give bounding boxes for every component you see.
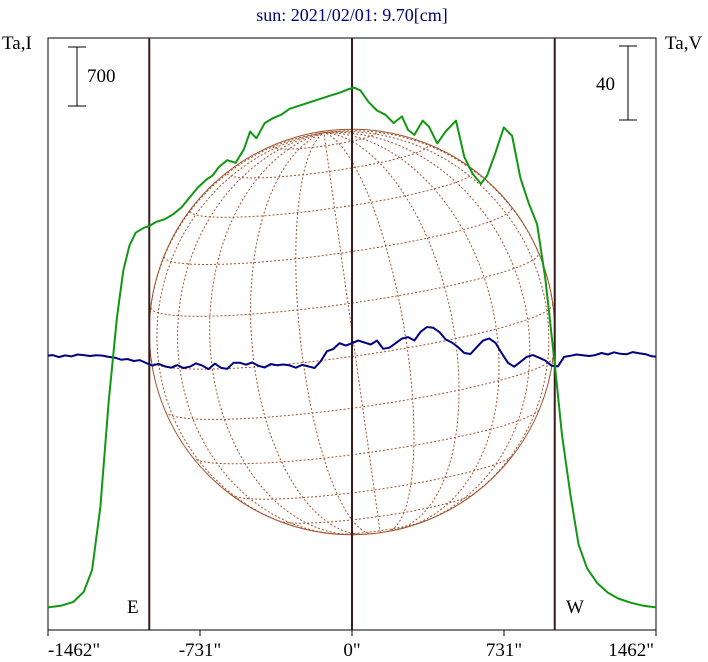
x-tick-label: 731": [486, 640, 522, 661]
parallel-line: [279, 493, 475, 524]
left-scale-bar: [68, 46, 86, 107]
right-axis-label: Ta,V: [665, 33, 702, 54]
meridian-line: [295, 132, 373, 535]
chart-title: sun: 2021/02/01: 9.70[cm]: [256, 5, 448, 25]
parallel-line: [192, 408, 541, 465]
meridian-line: [250, 132, 367, 535]
parallel-line: [189, 171, 475, 218]
x-tick-label: 1462": [608, 640, 654, 661]
meridian-line: [323, 132, 415, 533]
left-scale-label: 700: [87, 66, 116, 87]
meridian-line: [177, 132, 338, 535]
x-tick-label: -731": [179, 640, 222, 661]
meridian-line: [156, 132, 324, 527]
left-axis-label: Ta,I: [2, 33, 32, 54]
stokes-i-line: [47, 86, 657, 609]
east-limb-label: E: [127, 597, 139, 618]
meridian-line: [323, 130, 554, 304]
x-tick-label: -1462": [48, 640, 100, 661]
west-limb-label: W: [566, 597, 584, 618]
parallel-line: [333, 520, 426, 535]
parallel-line: [163, 207, 513, 265]
right-scale-label: 40: [596, 74, 615, 95]
meridian-line: [323, 131, 550, 503]
parallel-line: [231, 455, 514, 500]
parallel-line: [272, 132, 378, 150]
meridian-line: [323, 131, 531, 523]
parallel-line: [150, 253, 540, 317]
meridian-line: [323, 132, 500, 529]
meridian-line: [209, 132, 356, 536]
right-scale-bar: [619, 45, 637, 121]
meridian-line: [148, 132, 324, 361]
x-tick-label: 0": [343, 640, 360, 661]
parallel-line: [226, 145, 429, 179]
